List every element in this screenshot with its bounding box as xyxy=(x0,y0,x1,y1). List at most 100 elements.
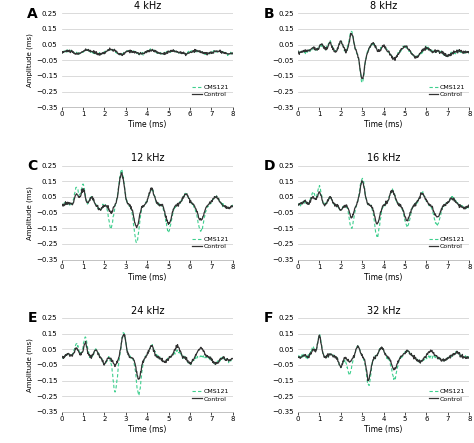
Text: F: F xyxy=(264,311,273,325)
CMS121 xyxy=(420,47,426,53)
Control xyxy=(404,43,410,49)
CMS121 xyxy=(59,202,64,207)
Legend: CMS121, Control: CMS121, Control xyxy=(426,82,468,100)
Control xyxy=(317,333,322,338)
Control xyxy=(184,191,190,197)
CMS121 xyxy=(120,330,126,335)
CMS121 xyxy=(59,49,64,54)
Line: Control: Control xyxy=(298,335,469,381)
Control xyxy=(184,358,190,363)
CMS121 xyxy=(119,167,125,172)
CMS121 xyxy=(351,353,357,358)
CMS121 xyxy=(404,45,410,51)
Control xyxy=(420,356,426,361)
Control xyxy=(316,190,321,196)
Line: CMS121: CMS121 xyxy=(62,49,233,55)
CMS121 xyxy=(419,50,425,55)
CMS121 xyxy=(127,202,133,207)
X-axis label: Time (ms): Time (ms) xyxy=(365,272,403,282)
CMS121 xyxy=(364,53,370,58)
CMS121 xyxy=(79,348,85,353)
Y-axis label: Amplitude (ms): Amplitude (ms) xyxy=(27,186,33,240)
CMS121 xyxy=(419,357,425,362)
Control xyxy=(466,204,472,210)
Line: CMS121: CMS121 xyxy=(298,334,469,385)
Control xyxy=(167,48,173,54)
Legend: CMS121, Control: CMS121, Control xyxy=(426,234,468,252)
Y-axis label: Amplitude (ms): Amplitude (ms) xyxy=(27,33,33,87)
CMS121 xyxy=(115,192,120,198)
CMS121 xyxy=(351,216,356,222)
Control xyxy=(351,354,357,360)
CMS121 xyxy=(316,335,321,340)
Control xyxy=(295,202,301,208)
CMS121 xyxy=(364,369,369,375)
Control xyxy=(115,195,120,200)
Line: CMS121: CMS121 xyxy=(298,31,469,82)
CMS121 xyxy=(404,222,410,228)
CMS121 xyxy=(295,49,301,54)
Control xyxy=(419,191,425,197)
Control xyxy=(420,191,426,197)
Text: B: B xyxy=(264,7,274,21)
Title: 12 kHz: 12 kHz xyxy=(130,153,164,163)
CMS121 xyxy=(466,51,472,57)
CMS121 xyxy=(316,45,321,51)
Control xyxy=(119,170,125,175)
Control xyxy=(127,354,133,360)
Control xyxy=(359,178,365,183)
CMS121 xyxy=(147,46,153,51)
CMS121 xyxy=(359,176,365,181)
CMS121 xyxy=(183,357,189,362)
Control xyxy=(364,52,370,58)
CMS121 xyxy=(230,356,236,361)
CMS121 xyxy=(127,354,133,359)
Control xyxy=(59,353,64,358)
Legend: CMS121, Control: CMS121, Control xyxy=(190,387,231,404)
CMS121 xyxy=(183,51,189,57)
Control xyxy=(316,336,321,341)
Control xyxy=(115,360,120,365)
Control xyxy=(127,202,133,207)
Control xyxy=(364,366,369,372)
CMS121 xyxy=(167,223,173,229)
Control xyxy=(79,350,85,355)
Title: 8 kHz: 8 kHz xyxy=(370,1,397,11)
Control xyxy=(167,354,173,359)
Control xyxy=(295,48,301,54)
Control xyxy=(79,49,85,54)
Line: Control: Control xyxy=(62,173,233,228)
Control xyxy=(295,355,301,360)
X-axis label: Time (ms): Time (ms) xyxy=(128,272,166,282)
Text: D: D xyxy=(264,159,275,173)
Title: 32 kHz: 32 kHz xyxy=(367,306,401,316)
Line: Control: Control xyxy=(62,334,233,379)
CMS121 xyxy=(295,353,301,358)
Control xyxy=(466,355,472,361)
CMS121 xyxy=(183,191,189,197)
CMS121 xyxy=(317,331,322,337)
Legend: CMS121, Control: CMS121, Control xyxy=(190,82,231,100)
Control xyxy=(183,192,189,197)
Title: 24 kHz: 24 kHz xyxy=(130,306,164,316)
CMS121 xyxy=(364,196,369,202)
CMS121 xyxy=(79,183,85,188)
CMS121 xyxy=(184,191,190,197)
Control xyxy=(107,45,112,51)
X-axis label: Time (ms): Time (ms) xyxy=(365,120,403,129)
X-axis label: Time (ms): Time (ms) xyxy=(128,425,166,434)
Title: 4 kHz: 4 kHz xyxy=(134,1,161,11)
Control xyxy=(374,222,380,227)
Control xyxy=(134,225,139,230)
CMS121 xyxy=(115,375,120,381)
Control xyxy=(59,49,64,54)
Control xyxy=(419,358,425,363)
Control xyxy=(466,50,472,55)
Title: 16 kHz: 16 kHz xyxy=(367,153,401,163)
Control xyxy=(230,203,236,209)
Control xyxy=(59,202,64,207)
Control xyxy=(404,218,410,223)
Control xyxy=(184,51,190,56)
CMS121 xyxy=(225,53,230,58)
Control xyxy=(351,210,356,215)
